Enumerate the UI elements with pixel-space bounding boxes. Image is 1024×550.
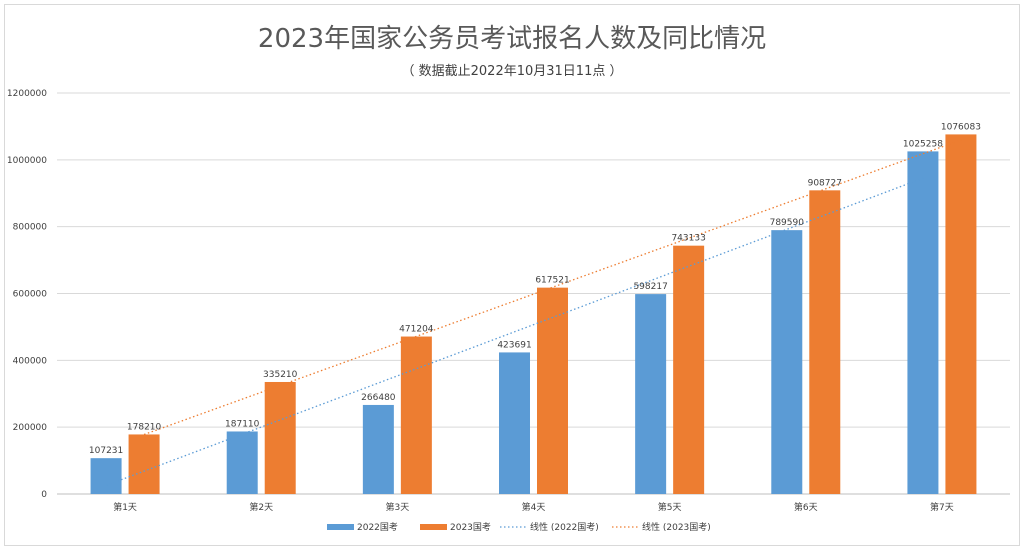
bar-2023国考 [945,134,977,494]
x-tick-label: 第6天 [794,501,818,513]
data-label: 423691 [497,340,531,350]
bars [90,134,977,495]
bar-2022国考 [635,294,667,494]
bar-2022国考 [771,230,803,495]
bar-2023国考 [400,336,432,494]
data-label: 598217 [633,282,667,292]
data-labels: 107231 178210 187110 335210 266480 471204 4236… [89,122,981,456]
bar-2023国考 [537,287,568,494]
data-label: 107231 [89,446,123,456]
trendline [105,177,924,487]
data-label: 335210 [263,370,298,380]
data-label: 743133 [671,234,705,244]
y-tick-label: 1200000 [7,89,47,99]
x-tick-label: 第4天 [522,501,546,513]
gridlines [57,92,1010,495]
x-tick-label: 第2天 [249,501,273,513]
trendline [143,139,962,436]
y-tick-label: 600000 [13,290,48,300]
y-tick-label: 1000000 [7,156,47,166]
x-tick-label: 第3天 [385,501,409,513]
bar-2023国考 [128,434,160,494]
x-tick-label: 第7天 [930,501,954,513]
legend-swatch [420,524,447,530]
bar-2023国考 [673,245,705,494]
legend-swatch [327,524,354,530]
x-axis: 第1天 第2天 第3天 第4天 第5天 第6天 第7天 [113,501,954,513]
bar-2022国考 [90,458,122,494]
legend[interactable]: 2022国考 2023国考 线性 (2022国考) 线性 (2023国考) [327,521,711,533]
data-label: 1076083 [941,122,981,132]
legend-label: 线性 (2023国考) [642,521,711,533]
bar-2023国考 [809,190,841,494]
y-tick-label: 200000 [13,423,48,433]
bar-2022国考 [226,431,258,494]
data-label: 471204 [399,325,434,335]
chart-subtitle: （ 数据截止2022年10月31日11点 ） [402,64,623,79]
data-label: 1025258 [903,139,943,149]
x-tick-label: 第1天 [113,501,137,513]
data-label: 187110 [225,419,260,429]
y-tick-label: 0 [41,490,47,500]
y-axis: 0 200000 400000 600000 800000 1000000 1200000 [7,89,47,500]
chart-title: 2023年国家公务员考试报名人数及同比情况 [258,24,766,54]
data-label: 178210 [127,422,162,432]
bar-2023国考 [264,381,296,494]
bar-2022国考 [499,352,530,494]
bar-2022国考 [907,151,939,494]
legend-label: 2023国考 [450,522,491,533]
data-label: 617521 [535,276,569,286]
x-tick-label: 第5天 [658,501,682,513]
data-label: 266480 [361,393,396,403]
trendlines [105,139,962,487]
y-tick-label: 800000 [13,223,48,233]
legend-label: 2022国考 [357,522,398,533]
legend-label: 线性 (2022国考) [530,521,599,533]
data-label: 789590 [770,218,805,228]
data-label: 908727 [808,178,842,188]
bar-2022国考 [362,404,394,494]
y-tick-label: 400000 [13,356,48,366]
